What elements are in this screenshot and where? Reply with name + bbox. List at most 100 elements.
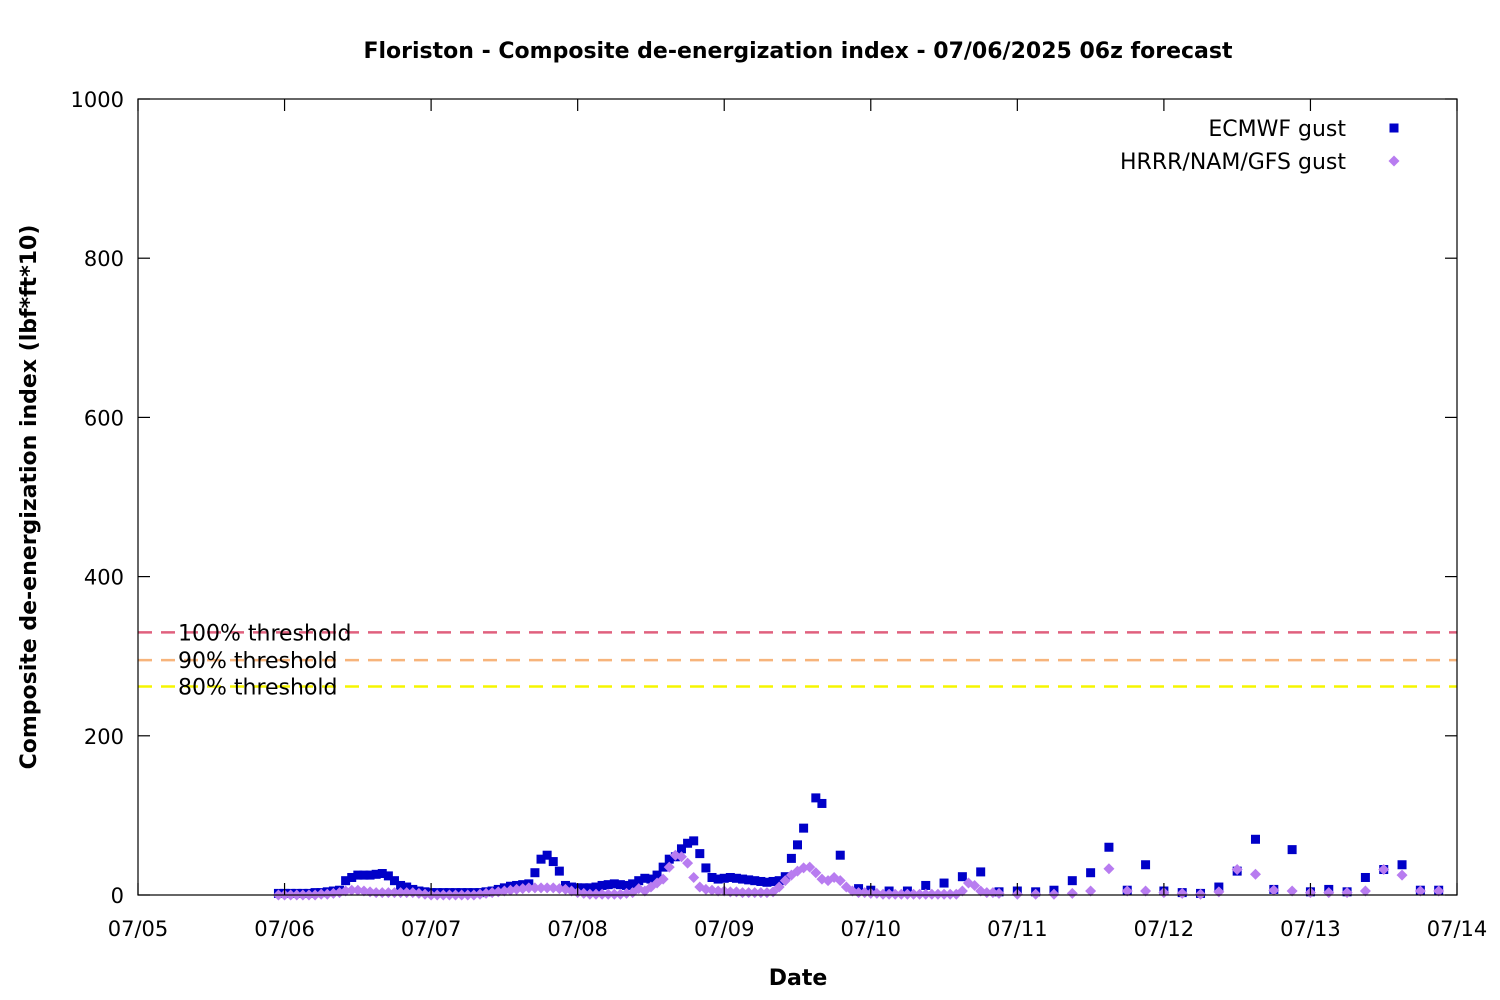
ecmwf-point xyxy=(786,853,796,863)
hrrr-point xyxy=(541,882,553,894)
hrrr-point xyxy=(938,888,950,900)
ecmwf-point xyxy=(976,867,986,877)
ecmwf-point xyxy=(731,873,741,883)
ecmwf-point xyxy=(347,872,357,882)
hrrr-point xyxy=(529,882,541,894)
ecmwf-point xyxy=(634,876,644,886)
legend-marker-diamond xyxy=(1388,155,1400,167)
series-layer xyxy=(272,793,1445,901)
threshold-label: 90% threshold xyxy=(178,649,338,674)
ecmwf-point xyxy=(1104,842,1114,852)
ecmwf-point xyxy=(713,874,723,884)
x-tick-label: 07/08 xyxy=(547,917,608,941)
hrrr-point xyxy=(895,888,907,900)
y-tick-label: 200 xyxy=(84,725,124,749)
hrrr-point xyxy=(969,879,981,891)
y-tick-label: 1000 xyxy=(71,88,124,112)
legend: ECMWF gust HRRR/NAM/GFS gust xyxy=(1120,117,1400,175)
ecmwf-point xyxy=(530,868,540,878)
hrrr-point xyxy=(804,861,816,873)
x-tick-label: 07/09 xyxy=(694,917,755,941)
hrrr-point xyxy=(1103,863,1115,875)
ecmwf-point xyxy=(725,872,735,882)
hrrr-point xyxy=(1176,887,1188,899)
x-tick-label: 07/11 xyxy=(987,917,1048,941)
ecmwf-point xyxy=(689,836,699,846)
ecmwf-point xyxy=(359,870,369,880)
hrrr-point xyxy=(712,885,724,897)
ecmwf-point xyxy=(695,849,705,859)
hrrr-point xyxy=(993,887,1005,899)
hrrr-point xyxy=(315,888,327,900)
ecmwf-point xyxy=(622,880,632,890)
hrrr-point xyxy=(1231,864,1243,876)
hrrr-point xyxy=(1085,885,1097,897)
ecmwf-point xyxy=(738,874,748,884)
ecmwf-point xyxy=(628,879,638,889)
ecmwf-point xyxy=(365,870,375,880)
hrrr-point xyxy=(1066,887,1078,899)
ecmwf-point xyxy=(762,877,772,887)
hrrr-point xyxy=(608,888,620,900)
hrrr-point xyxy=(1121,885,1133,897)
ecmwf-point xyxy=(768,876,778,886)
legend-label: ECMWF gust xyxy=(1208,117,1346,142)
hrrr-point xyxy=(1378,864,1390,876)
ecmwf-point xyxy=(542,850,552,860)
hrrr-point xyxy=(1030,888,1042,900)
ecmwf-point xyxy=(811,793,821,803)
ecmwf-point xyxy=(548,857,558,867)
hrrr-point xyxy=(908,888,920,900)
hrrr-point xyxy=(1140,885,1152,897)
y-tick-label: 800 xyxy=(84,247,124,271)
hrrr-point xyxy=(657,873,669,885)
hrrr-point xyxy=(584,888,596,900)
hrrr-point xyxy=(663,861,675,873)
x-tick-label: 07/07 xyxy=(401,917,462,941)
ecmwf-point xyxy=(640,873,650,883)
hrrr-point xyxy=(877,888,889,900)
hrrr-point xyxy=(1268,884,1280,896)
ecmwf-point xyxy=(957,872,967,882)
y-tick-label: 400 xyxy=(84,566,124,590)
hrrr-point xyxy=(675,851,687,863)
ecmwf-point xyxy=(341,876,351,886)
ecmwf-point xyxy=(744,875,754,885)
ecmwf-point xyxy=(707,872,717,882)
x-axis-label: Date xyxy=(769,966,828,991)
ecmwf-point xyxy=(1086,868,1096,878)
ecmwf-point xyxy=(597,880,607,890)
x-tick-label: 07/12 xyxy=(1134,917,1195,941)
ecmwf-point xyxy=(1067,876,1077,886)
hrrr-point xyxy=(779,875,791,887)
ecmwf-point xyxy=(646,874,656,884)
axes: 0 200 400 600 800 1000 07/05 07/06 07/07 07/08 07/… xyxy=(71,88,1488,941)
ecmwf-point xyxy=(817,798,827,808)
ecmwf-point xyxy=(676,844,686,854)
ecmwf-point xyxy=(652,870,662,880)
ecmwf-point xyxy=(793,840,802,850)
legend-label: HRRR/NAM/GFS gust xyxy=(1120,150,1346,175)
ecmwf-point xyxy=(1287,845,1297,855)
threshold-label: 80% threshold xyxy=(178,675,338,700)
ecmwf-point xyxy=(585,883,595,893)
hrrr-point xyxy=(956,885,968,897)
x-tick-label: 07/10 xyxy=(841,917,902,941)
ecmwf-point xyxy=(609,879,619,889)
ecmwf-point xyxy=(402,882,412,892)
x-tick-label: 07/13 xyxy=(1280,917,1341,941)
y-tick-label: 600 xyxy=(84,406,124,430)
hrrr-point xyxy=(1396,869,1408,881)
hrrr-point xyxy=(682,857,694,869)
ecmwf-point xyxy=(396,880,406,890)
ecmwf-point xyxy=(615,880,625,890)
threshold-label: 100% threshold xyxy=(178,621,352,646)
ecmwf-point xyxy=(1397,860,1407,870)
ecmwf-point xyxy=(371,869,381,879)
ecmwf-point xyxy=(683,838,693,848)
hrrr-point xyxy=(944,888,956,900)
ecmwf-point xyxy=(1141,860,1151,870)
hrrr-point xyxy=(932,888,944,900)
hrrr-point xyxy=(1414,885,1426,897)
chart-title: Floriston - Composite de-energization in… xyxy=(363,39,1232,64)
